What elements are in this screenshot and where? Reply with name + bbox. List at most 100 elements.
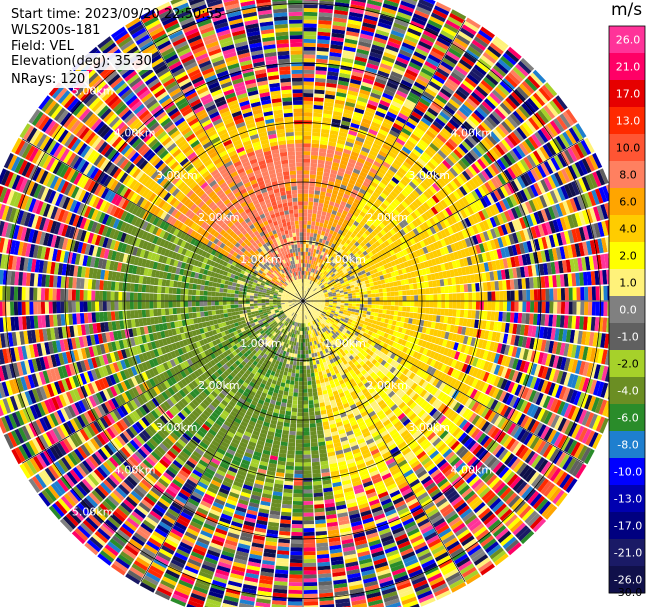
range-gate [367,0,383,7]
range-gate [311,217,316,222]
range-gate [323,223,328,229]
range-gate [336,211,342,217]
range-gate [462,183,471,194]
range-gate [345,274,351,279]
range-gate [461,229,469,239]
range-gate [477,158,487,170]
range-gate [303,154,311,159]
range-gate [585,174,595,190]
range-gate [495,201,504,213]
range-gate [325,284,329,288]
range-gate [582,241,589,256]
range-gate [315,241,319,246]
range-gate [318,263,322,268]
range-gate [518,204,526,217]
range-gate [410,301,415,307]
range-gate [303,120,312,125]
range-gate [311,446,319,451]
range-gate [556,218,564,232]
range-gate [319,195,326,200]
range-gate [303,85,314,90]
range-gate [483,291,488,301]
range-gate [330,169,338,175]
range-gate [461,170,471,181]
range-gate [321,297,326,299]
range-gate [322,289,327,292]
range-gate [376,25,391,34]
range-gate [525,253,532,265]
range-gate [359,266,365,272]
range-gate [367,266,373,272]
range-gate [303,404,309,409]
range-gate [369,125,380,132]
range-gate [321,302,326,304]
range-gate [472,301,477,310]
range-gate [428,197,437,206]
range-gate [431,258,437,266]
range-gate [563,315,569,329]
range-gate [320,268,324,273]
range-gate [559,113,571,129]
range-gate [504,222,512,234]
range-gate [456,309,461,318]
range-gate [360,277,365,282]
range-gate [567,315,573,329]
range-gate [522,241,529,254]
range-gate [303,419,310,424]
range-gate [362,273,368,278]
range-gate [360,298,364,301]
range-gate [362,238,369,245]
range-gate [333,218,339,224]
range-gate [375,157,384,165]
range-gate [304,290,307,295]
range-gate [309,232,314,237]
range-gate [303,431,310,436]
range-gate [423,238,430,246]
range-gate [396,170,405,179]
range-gate [308,193,314,198]
range-gate [501,121,513,134]
range-gate [336,143,345,149]
range-gate [509,149,520,162]
range-gate [449,269,455,278]
range-gate [365,107,376,114]
range-gate [316,275,320,279]
range-gate [316,257,320,263]
range-gate [350,205,357,212]
range-gate [312,240,316,246]
range-gate [463,207,471,217]
range-gate [452,132,464,143]
range-gate [303,294,305,299]
range-gate [429,16,445,26]
range-gate [563,273,569,287]
range-gate [461,55,475,67]
range-gate [409,312,414,319]
range-gate [315,249,320,254]
range-gate [560,301,566,314]
range-gate [400,45,414,55]
range-gate [371,301,376,305]
range-gate [370,273,376,279]
range-gate [351,224,357,230]
range-gate [303,446,311,451]
range-gate [409,230,416,238]
range-gate [486,281,492,291]
range-gate [343,109,354,115]
range-gate [419,169,428,179]
range-gate [394,216,402,224]
range-gate [362,284,367,289]
range-gate [360,29,375,37]
range-gate [364,268,370,273]
range-gate [314,93,325,98]
range-gate [447,154,458,164]
range-gate [332,258,337,263]
range-gate [423,261,430,268]
range-gate [580,193,589,209]
range-gate [434,5,450,16]
range-gate [336,295,341,298]
range-gate [411,0,418,2]
range-gate [317,367,322,372]
range-gate [303,271,305,275]
range-gate [465,168,474,179]
range-gate [426,228,433,237]
